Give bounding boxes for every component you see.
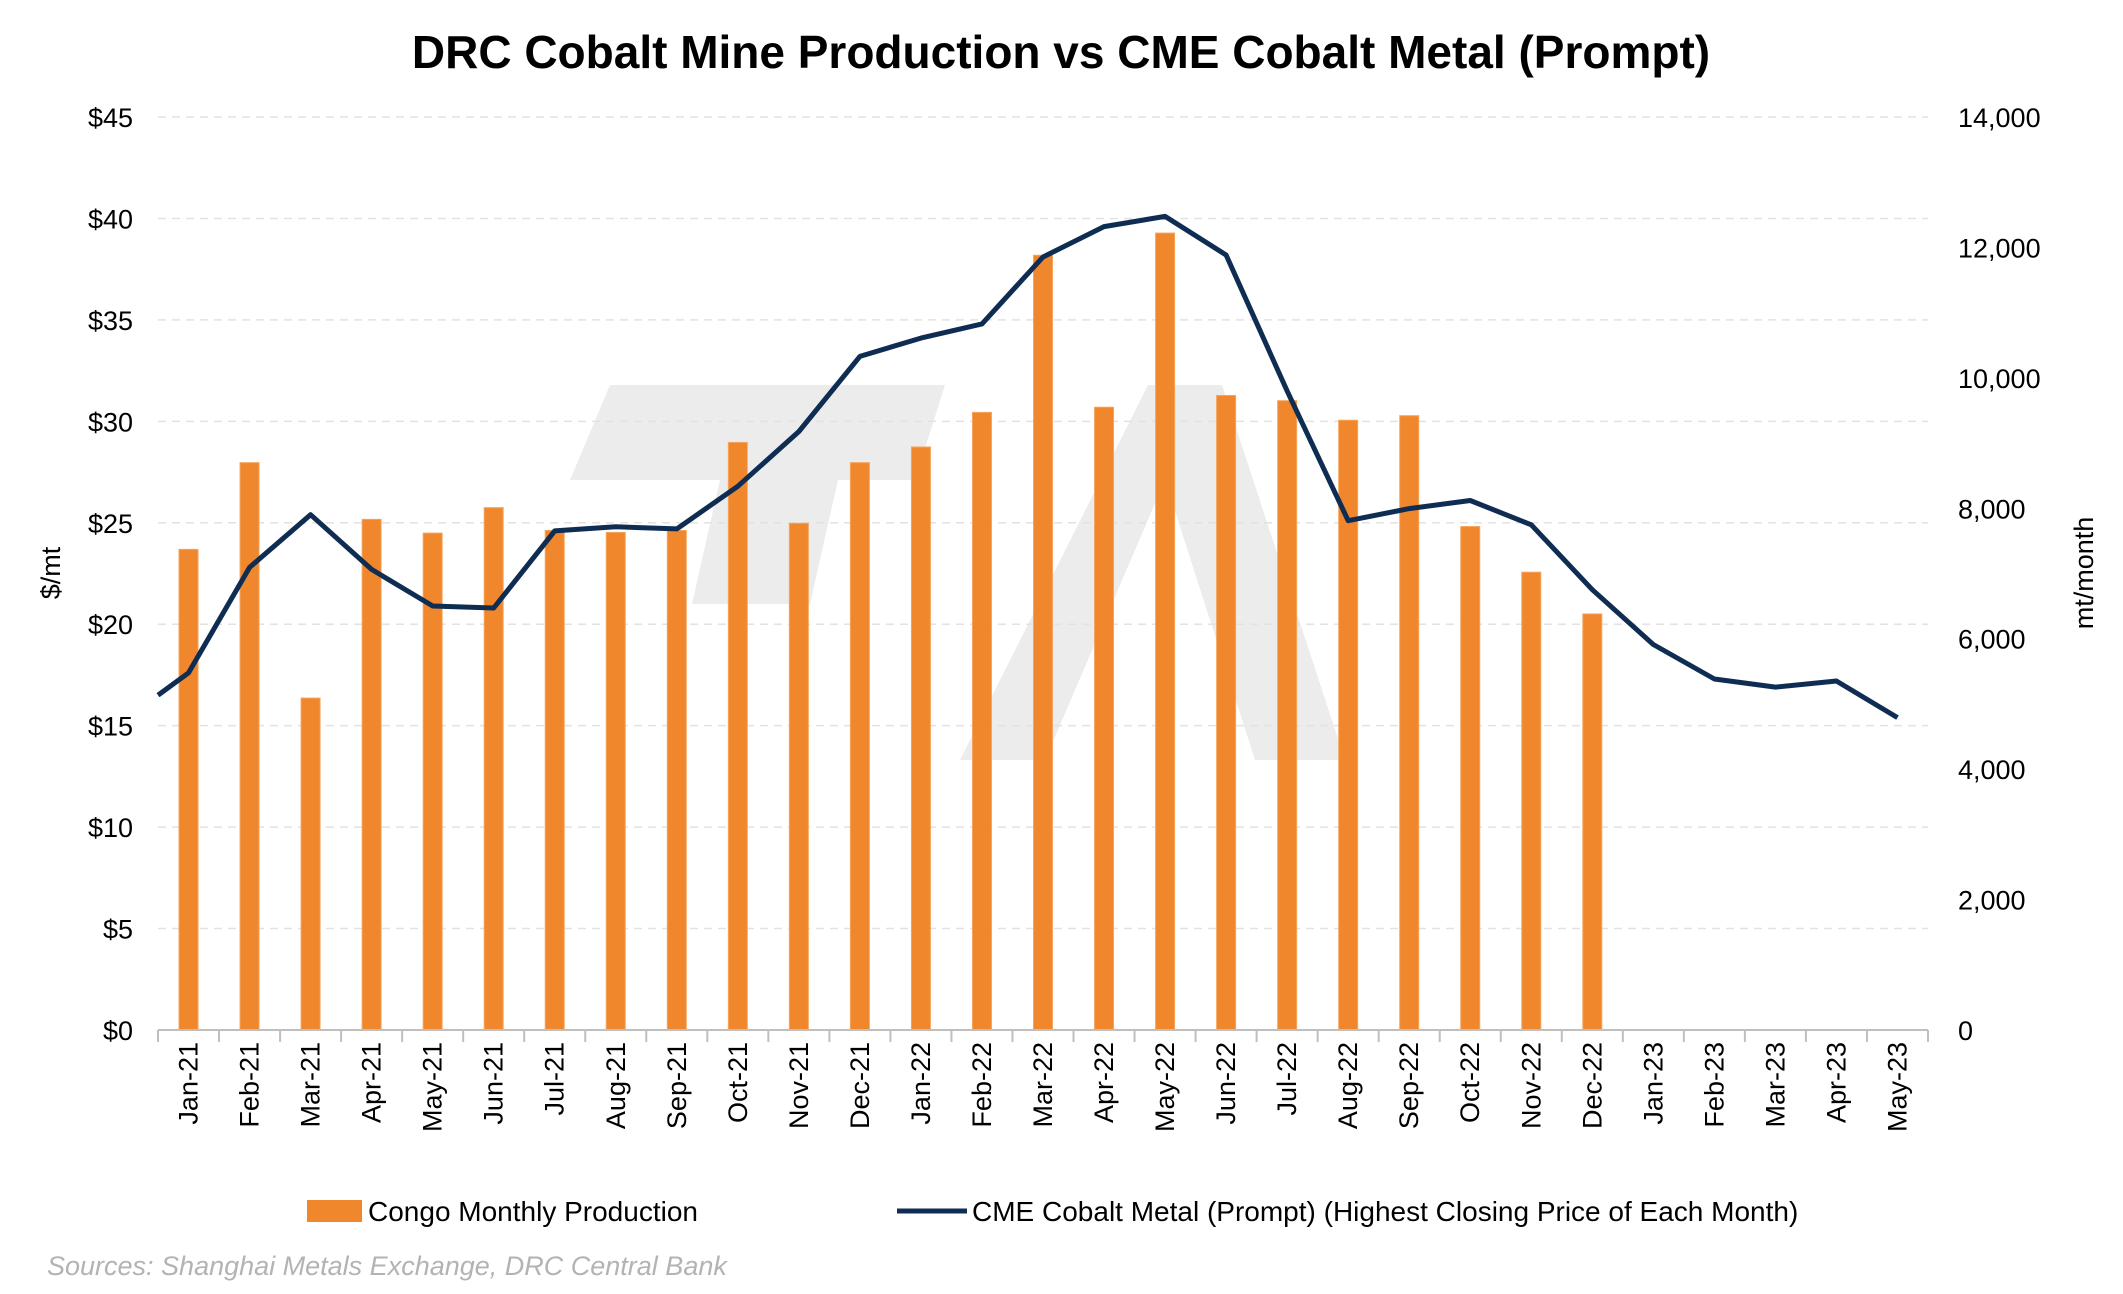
bar: [849, 462, 870, 1031]
left-axis-ticks: $0 $5 $10 $15 $20 $25 $30 $35 $40 $45: [88, 103, 133, 1046]
x-tick-label: Jan-23: [1638, 1042, 1668, 1125]
bar-series: [178, 232, 1603, 1031]
bar: [1460, 526, 1481, 1031]
left-tick-label: $20: [88, 610, 133, 640]
x-tick-label: Oct-21: [723, 1042, 753, 1123]
x-tick-label: Dec-22: [1577, 1042, 1607, 1129]
bar: [605, 531, 626, 1031]
left-tick-label: $5: [103, 915, 133, 945]
left-tick-label: $15: [88, 712, 133, 742]
source-note: Sources: Shanghai Metals Exchange, DRC C…: [47, 1251, 728, 1281]
bar: [544, 529, 565, 1031]
bar: [1094, 406, 1115, 1031]
left-tick-label: $0: [103, 1016, 133, 1046]
right-tick-label: 2,000: [1958, 886, 2026, 916]
legend: Congo Monthly Production CME Cobalt Meta…: [307, 1196, 1798, 1227]
left-axis-label: $/mt: [36, 546, 66, 599]
legend-line-label: CME Cobalt Metal (Prompt) (Highest Closi…: [972, 1196, 1798, 1227]
x-tick-label: Aug-21: [601, 1042, 631, 1129]
x-tick-label: Nov-22: [1516, 1042, 1546, 1129]
bar: [1582, 613, 1603, 1031]
x-tick-label: Feb-21: [235, 1042, 265, 1128]
bar: [788, 522, 809, 1031]
left-tick-label: $30: [88, 407, 133, 437]
x-tick-label: Jul-22: [1272, 1042, 1302, 1116]
x-tick-label: Apr-23: [1821, 1042, 1851, 1123]
x-tick-label: Mar-23: [1760, 1042, 1790, 1128]
x-tick-label: Jun-21: [479, 1042, 509, 1125]
x-tick-label: Jun-22: [1211, 1042, 1241, 1125]
x-tick-label: Sep-22: [1394, 1042, 1424, 1129]
x-tick-label: Apr-22: [1089, 1042, 1119, 1123]
x-tick-label: May-22: [1150, 1042, 1180, 1132]
bar: [1033, 254, 1053, 1031]
bar: [1521, 571, 1542, 1031]
right-tick-label: 0: [1958, 1016, 1973, 1046]
x-tick-label: Apr-21: [357, 1042, 387, 1123]
bar: [483, 507, 504, 1031]
x-tick-label: Mar-22: [1028, 1042, 1058, 1128]
x-axis: [157, 1029, 1929, 1042]
x-tick-label: Oct-22: [1455, 1042, 1485, 1123]
bar: [300, 697, 321, 1031]
bar: [666, 529, 687, 1031]
x-tick-label: Jan-22: [906, 1042, 936, 1125]
x-tick-label: Feb-22: [967, 1042, 997, 1128]
x-tick-label: Feb-23: [1699, 1042, 1729, 1128]
bar: [727, 441, 748, 1031]
x-tick-label: May-21: [418, 1042, 448, 1132]
price-line: [156, 213, 1899, 720]
chart-title: DRC Cobalt Mine Production vs CME Cobalt…: [412, 26, 1710, 78]
x-tick-label: Mar-21: [296, 1042, 326, 1128]
bar: [910, 446, 931, 1031]
legend-bar-label: Congo Monthly Production: [368, 1196, 698, 1227]
right-axis-label: mt/month: [2069, 517, 2099, 630]
left-tick-label: $25: [88, 509, 133, 539]
left-tick-label: $10: [88, 813, 133, 843]
left-tick-label: $35: [88, 306, 133, 336]
bar: [361, 518, 382, 1031]
bar: [1216, 394, 1237, 1031]
x-tick-label: May-23: [1883, 1042, 1913, 1132]
bar: [971, 411, 992, 1031]
left-tick-label: $45: [88, 103, 133, 133]
bar: [239, 462, 260, 1031]
line-series: [156, 213, 1899, 720]
right-tick-label: 14,000: [1958, 103, 2041, 133]
right-tick-label: 12,000: [1958, 233, 2041, 263]
right-tick-label: 4,000: [1958, 755, 2026, 785]
x-tick-label: Aug-22: [1333, 1042, 1363, 1129]
left-tick-label: $40: [88, 204, 133, 234]
right-tick-label: 8,000: [1958, 494, 2026, 524]
legend-bar-swatch: [307, 1200, 362, 1222]
bar: [178, 548, 199, 1031]
x-tick-label: Jul-21: [540, 1042, 570, 1116]
bar: [1155, 232, 1176, 1031]
x-tick-label: Sep-21: [662, 1042, 692, 1129]
x-axis-ticks: Jan-21 Feb-21 Mar-21 Apr-21 May-21 Jun-21 Jul-…: [174, 1042, 1913, 1132]
x-tick-label: Jan-21: [174, 1042, 204, 1125]
x-tick-label: Dec-21: [845, 1042, 875, 1129]
right-tick-label: 6,000: [1958, 625, 2026, 655]
bar: [1277, 400, 1298, 1031]
x-tick-label: Nov-21: [784, 1042, 814, 1129]
right-tick-label: 10,000: [1958, 364, 2041, 394]
right-axis-ticks: 0 2,000 4,000 6,000 8,000 10,000 12,000 14,000: [1958, 103, 2041, 1046]
